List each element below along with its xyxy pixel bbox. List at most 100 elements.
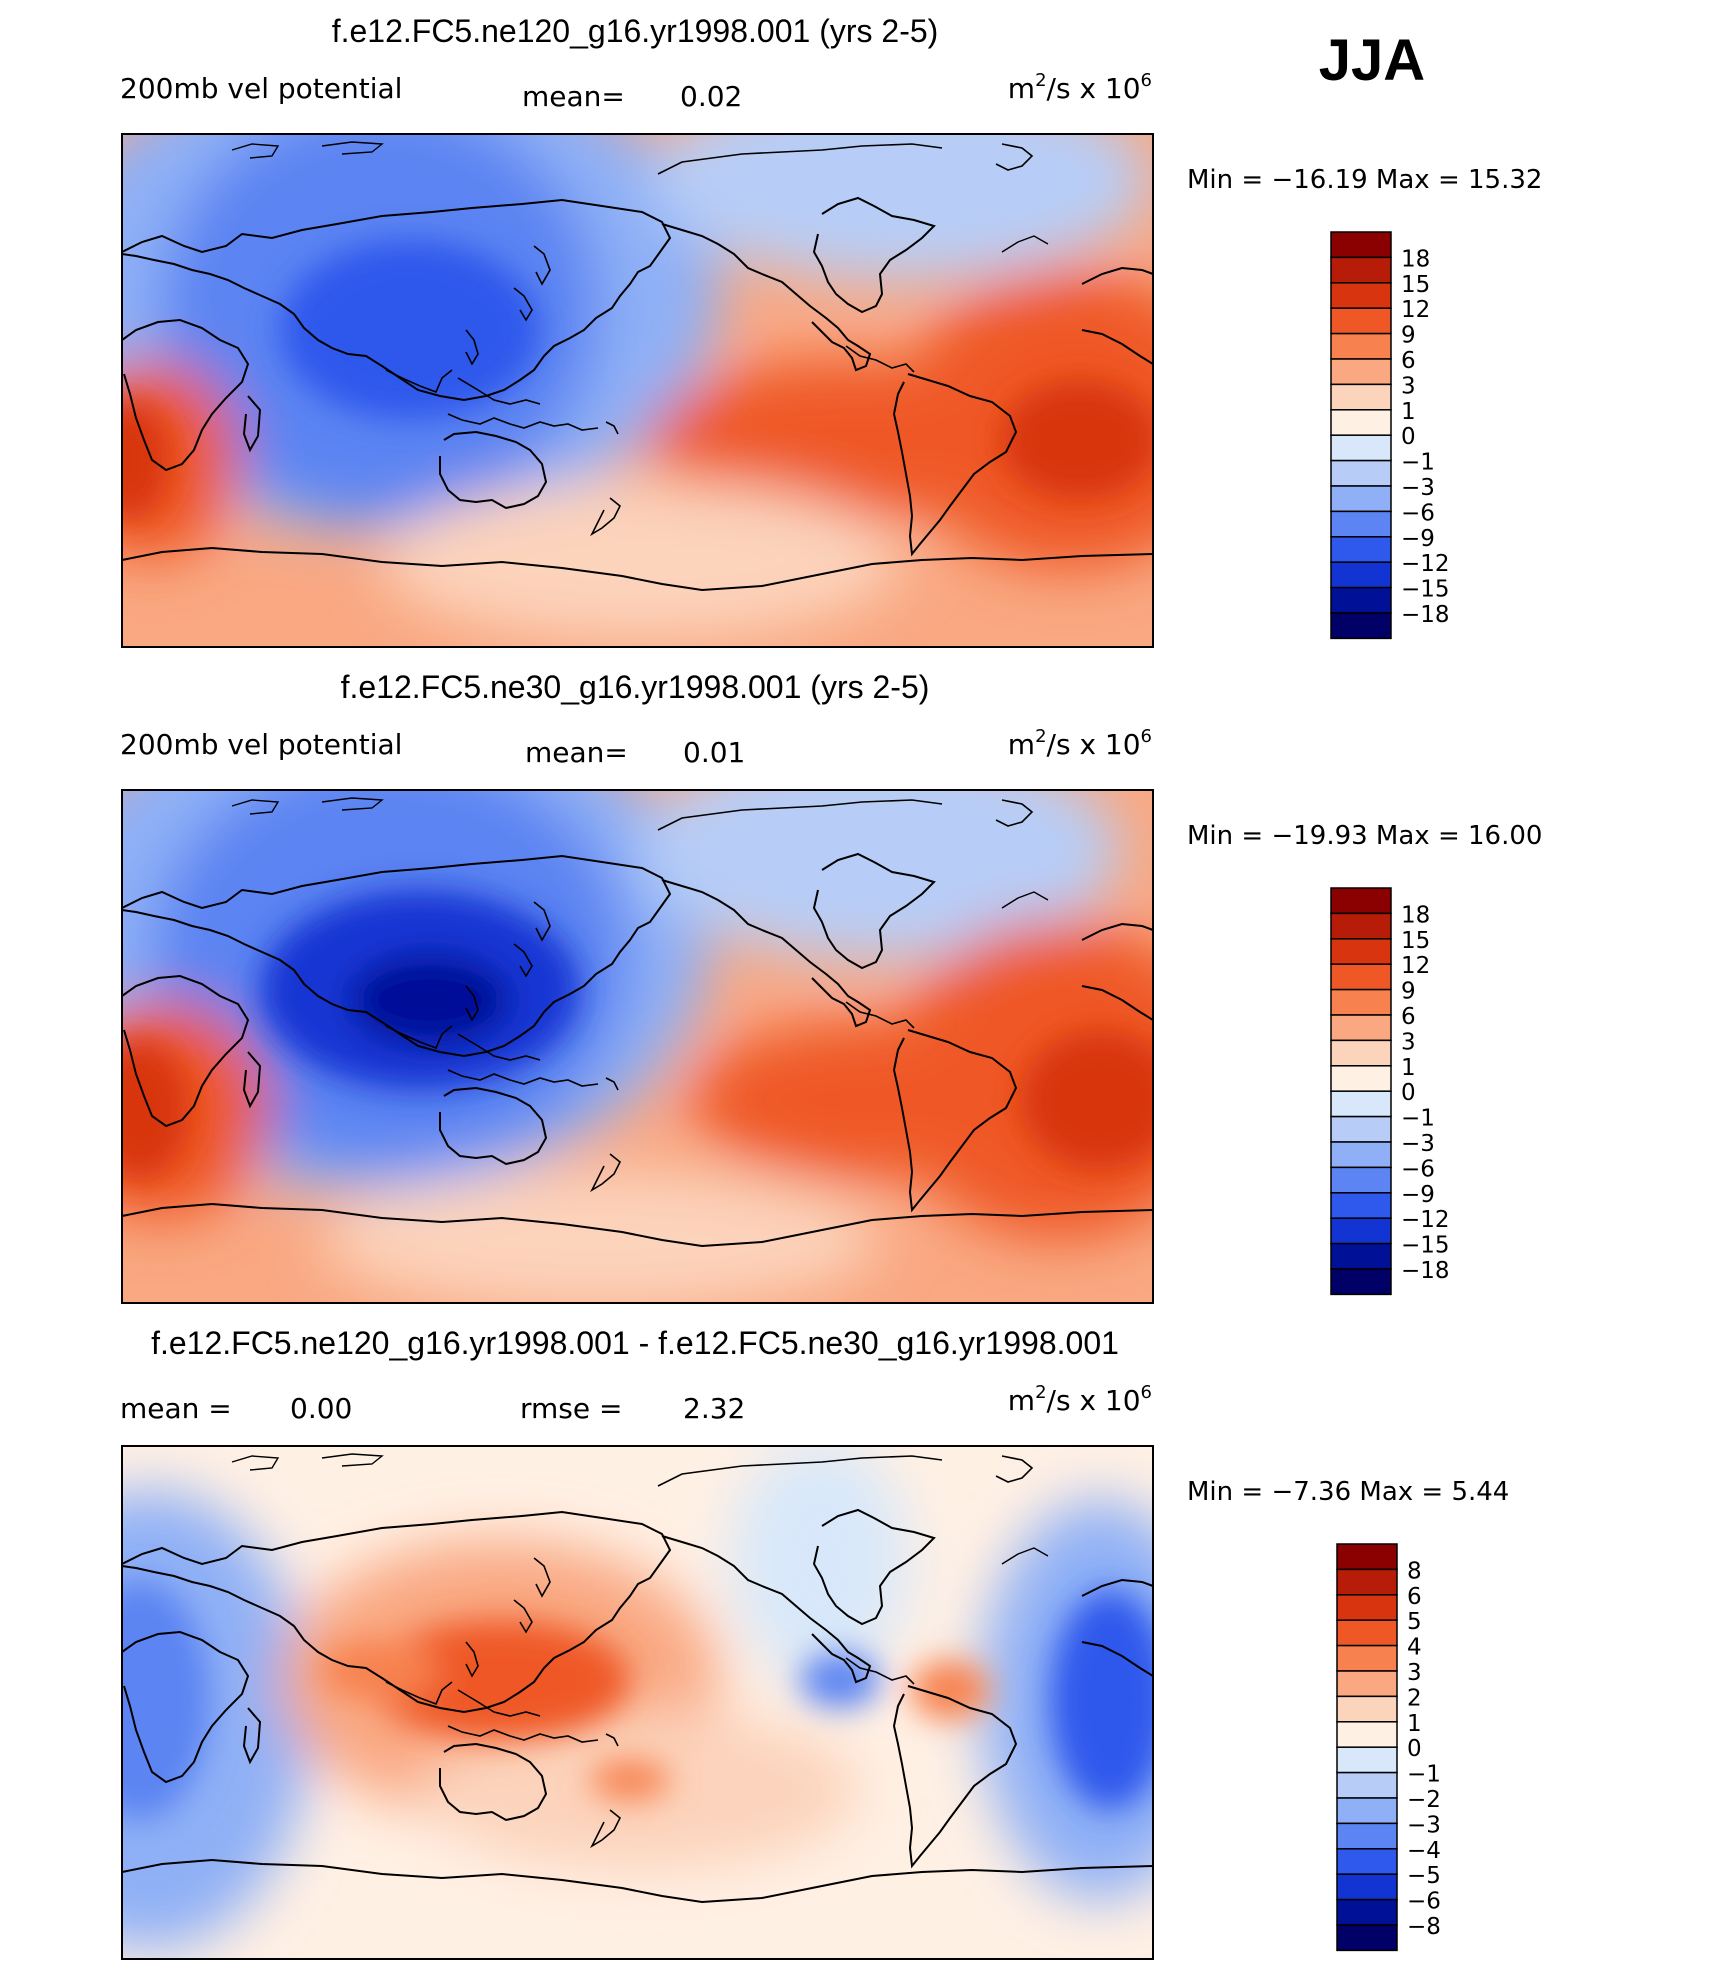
colorbar-swatch (1330, 409, 1392, 436)
colorbar-tick-label: 18 (1401, 246, 1430, 272)
colorbar-swatch (1330, 358, 1392, 386)
panel-2-map (122, 790, 1153, 1303)
panel-3-units: m2/s x 106 (1008, 1382, 1152, 1417)
colorbar-swatch (1330, 1039, 1392, 1067)
colorbar-tick-label: −4 (1407, 1838, 1441, 1864)
colorbar-swatch (1330, 1217, 1392, 1245)
colorbar-swatch (1330, 938, 1392, 965)
colorbar-swatch (1336, 1568, 1398, 1596)
colorbar-swatch (1330, 282, 1392, 309)
colorbar-tick-label: 8 (1407, 1558, 1422, 1584)
colorbar-swatch (1330, 1242, 1392, 1270)
colorbar-tick-label: −12 (1401, 1207, 1450, 1233)
colorbar-tick-label: 12 (1401, 297, 1430, 323)
colorbar-swatch (1336, 1746, 1398, 1774)
colorbar-swatch (1336, 1644, 1398, 1672)
colorbar-tick-label: 1 (1407, 1711, 1422, 1737)
colorbar-swatch (1336, 1848, 1398, 1875)
colorbar-swatch (1336, 1721, 1398, 1748)
colorbar-swatch (1336, 1822, 1398, 1850)
colorbar-tick-label: 15 (1401, 272, 1430, 298)
panel-2: f.e12.FC5.ne30_g16.yr1998.001 (yrs 2-5) … (120, 669, 1542, 1304)
colorbar-tick-label: −6 (1401, 500, 1435, 526)
colorbar-tick-label: −12 (1401, 551, 1450, 577)
colorbar-tick-label: 12 (1401, 953, 1430, 979)
colorbar-tick-label: −18 (1401, 1258, 1450, 1284)
colorbar-swatch (1330, 1115, 1392, 1143)
colorbar-tick-label: 9 (1401, 323, 1416, 349)
colorbar-swatch (1336, 1797, 1398, 1825)
colorbar-tick-label: 2 (1407, 1685, 1422, 1711)
colorbar-tick-label: −15 (1401, 1233, 1450, 1259)
colorbar-swatch (1330, 1065, 1392, 1092)
colorbar-swatch (1336, 1873, 1398, 1901)
panel-2-variable: 200mb vel potential (120, 728, 402, 761)
colorbar-swatch (1330, 1166, 1392, 1194)
colorbar-swatch (1330, 561, 1392, 589)
colorbar-tick-label: −6 (1407, 1889, 1441, 1915)
colorbar-tick-label: 0 (1401, 1080, 1416, 1106)
colorbar-swatch (1336, 1619, 1398, 1647)
panel-2-mean-label: mean= (525, 736, 628, 769)
colorbar-swatch (1336, 1594, 1398, 1621)
colorbar-swatch (1336, 1695, 1398, 1723)
panel-1-mean-value: 0.02 (680, 80, 742, 113)
panel-3: f.e12.FC5.ne120_g16.yr1998.001 - f.e12.F… (120, 1325, 1509, 1960)
colorbar-swatch (1330, 434, 1392, 462)
colorbar-tick-label: 3 (1401, 1029, 1416, 1055)
colorbar-tick-label: −3 (1407, 1812, 1441, 1838)
colorbar-swatch (1330, 1268, 1392, 1296)
colorbar-tick-label: 3 (1401, 373, 1416, 399)
colorbar-tick-label: −8 (1407, 1914, 1441, 1940)
panel-3-rmse-value: 2.32 (683, 1392, 745, 1425)
panel-3-mean-value: 0.00 (290, 1392, 352, 1425)
colorbar-tick-label: −1 (1401, 450, 1435, 476)
colorbar-swatch (1336, 1670, 1398, 1698)
colorbar-tick-label: 0 (1401, 424, 1416, 450)
colorbar-swatch (1330, 231, 1392, 259)
colorbar-tick-label: 6 (1401, 1004, 1416, 1030)
panel-1: f.e12.FC5.ne120_g16.yr1998.001 (yrs 2-5)… (120, 13, 1542, 648)
colorbar-tick-label: −3 (1401, 475, 1435, 501)
colorbar-tick-label: −3 (1401, 1131, 1435, 1157)
colorbar-swatch (1330, 887, 1392, 915)
colorbar-tick-label: 9 (1401, 979, 1416, 1005)
panel-1-frame (121, 133, 1154, 648)
colorbar-tick-label: −1 (1407, 1762, 1441, 1788)
panel-1-mean-label: mean= (522, 80, 625, 113)
colorbar-swatch (1330, 586, 1392, 614)
panel-2-frame (121, 789, 1154, 1304)
colorbar-tick-label: 6 (1401, 348, 1416, 374)
colorbar-swatch (1330, 988, 1392, 1016)
colorbar-tick-label: −9 (1401, 1182, 1435, 1208)
colorbar-swatch (1330, 1192, 1392, 1219)
colorbar-swatch (1330, 383, 1392, 411)
colorbar-tick-label: 1 (1401, 1055, 1416, 1081)
colorbar-swatch (1330, 963, 1392, 991)
colorbar-swatch (1330, 1141, 1392, 1169)
colorbar-swatch (1336, 1543, 1398, 1571)
colorbar-swatch (1330, 1014, 1392, 1042)
colorbar-swatch (1330, 612, 1392, 640)
panel-2-units: m2/s x 106 (1008, 726, 1152, 761)
panel-2-title: f.e12.FC5.ne30_g16.yr1998.001 (yrs 2-5) (341, 669, 930, 705)
colorbar-tick-label: 3 (1407, 1660, 1422, 1686)
colorbar-tick-label: −15 (1401, 577, 1450, 603)
colorbar-tick-label: −2 (1407, 1787, 1441, 1813)
colorbar-swatch (1336, 1771, 1398, 1799)
panel-3-map (122, 1446, 1153, 1959)
colorbar-swatch (1336, 1924, 1398, 1952)
colorbar-tick-label: −18 (1401, 602, 1450, 628)
colorbar-tick-label: 18 (1401, 902, 1430, 928)
panel-3-rmse-label: rmse = (520, 1392, 622, 1425)
panel-3-frame (121, 1445, 1154, 1960)
panel-3-title: f.e12.FC5.ne120_g16.yr1998.001 - f.e12.F… (151, 1325, 1119, 1361)
colorbar-swatch (1330, 1090, 1392, 1118)
panel-1-minmax: Min = −16.19 Max = 15.32 (1187, 165, 1542, 195)
colorbar-swatch (1330, 485, 1392, 513)
colorbar-swatch (1330, 510, 1392, 538)
colorbar-tick-label: 4 (1407, 1635, 1422, 1661)
colorbar-tick-label: 5 (1407, 1609, 1422, 1635)
colorbar-swatch (1336, 1898, 1398, 1926)
